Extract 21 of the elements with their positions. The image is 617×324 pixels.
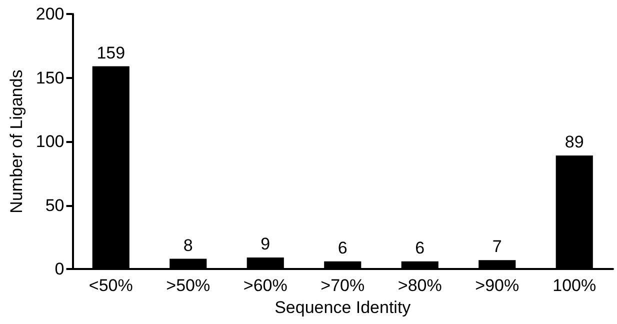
x-tick-label: >50% (166, 276, 210, 295)
data-label: 89 (564, 132, 584, 152)
y-tick-label: 100 (36, 132, 64, 151)
y-tick-label: 150 (36, 68, 64, 88)
x-tick-label: >80% (398, 276, 442, 295)
data-label: 9 (260, 234, 270, 254)
data-label: 8 (183, 236, 193, 255)
x-tick-label: 100% (552, 276, 596, 295)
x-tick-label: <50% (88, 276, 133, 295)
data-label: 6 (415, 238, 425, 258)
y-tick-label: 200 (36, 4, 64, 24)
x-axis-title: Sequence Identity (274, 298, 412, 317)
x-tick-label: >90% (475, 276, 520, 295)
data-label: 159 (96, 43, 126, 62)
y-tick-label: 0 (54, 260, 64, 278)
y-axis-title: Number of Ligands (7, 70, 26, 214)
data-label: 6 (338, 238, 348, 258)
data-label: 7 (492, 237, 502, 256)
x-tick-label: >70% (320, 276, 365, 295)
x-tick-label: >60% (243, 276, 288, 295)
y-tick-label: 50 (45, 196, 64, 215)
